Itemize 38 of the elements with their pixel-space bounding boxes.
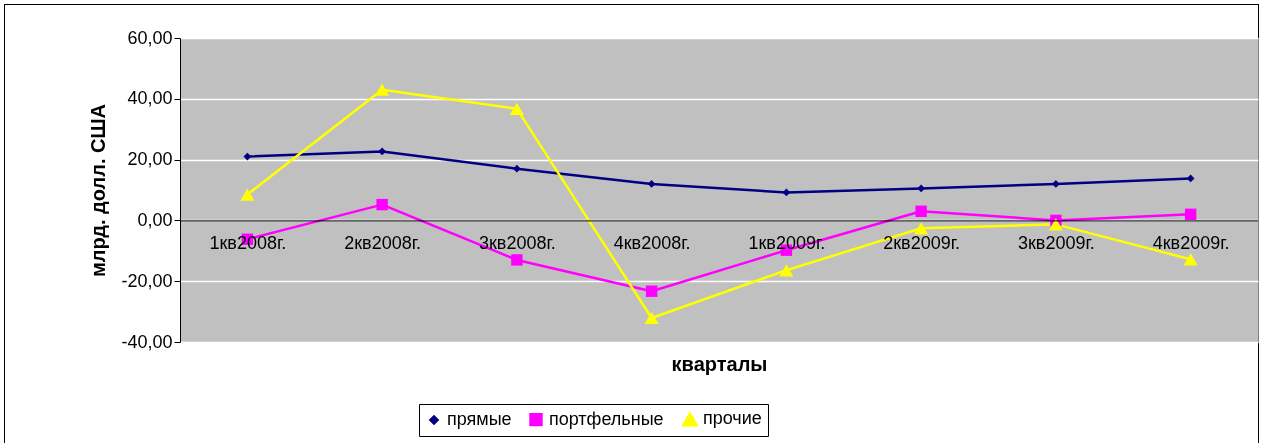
point <box>376 198 388 211</box>
y-tick-label: 0,00 <box>137 209 173 230</box>
point <box>1184 208 1197 221</box>
point <box>779 264 794 277</box>
y-tick-label: -20,00 <box>121 270 173 291</box>
x-tick-label: 4кв2008г. <box>613 232 691 253</box>
point <box>509 102 524 115</box>
point <box>513 164 521 173</box>
x-tick-label: 4кв2009г. <box>1152 232 1230 253</box>
point <box>647 180 656 188</box>
point <box>375 83 390 96</box>
point <box>1186 174 1195 183</box>
y-axis-title: млрд. долл. США <box>87 104 110 277</box>
point <box>1052 180 1060 188</box>
point <box>243 152 252 161</box>
y-tick-label: 60,00 <box>127 27 173 48</box>
point <box>914 222 929 235</box>
point <box>240 188 255 201</box>
point <box>378 147 386 156</box>
point <box>511 254 523 266</box>
legend-label: портфельные <box>549 408 664 429</box>
x-tick-label: 3кв2009г. <box>1017 232 1095 253</box>
x-tick-label: 3кв2008г. <box>478 232 556 253</box>
x-tick-label: 2кв2009г. <box>883 232 961 253</box>
point <box>644 311 659 325</box>
legend-label: прочие <box>703 408 762 429</box>
legend-label: прямые <box>447 409 512 429</box>
x-tick-label: 2кв2008г. <box>344 232 422 253</box>
point <box>917 184 925 193</box>
point <box>915 205 927 217</box>
y-tick-label: 40,00 <box>127 88 173 109</box>
x-tick-label: 1кв2008г. <box>209 232 287 253</box>
point <box>1183 253 1198 266</box>
y-tick-label: -40,00 <box>121 331 173 352</box>
point <box>782 188 791 197</box>
y-tick-label: 20,00 <box>127 149 173 170</box>
x-axis-title: кварталы <box>671 352 768 375</box>
point <box>645 285 658 297</box>
